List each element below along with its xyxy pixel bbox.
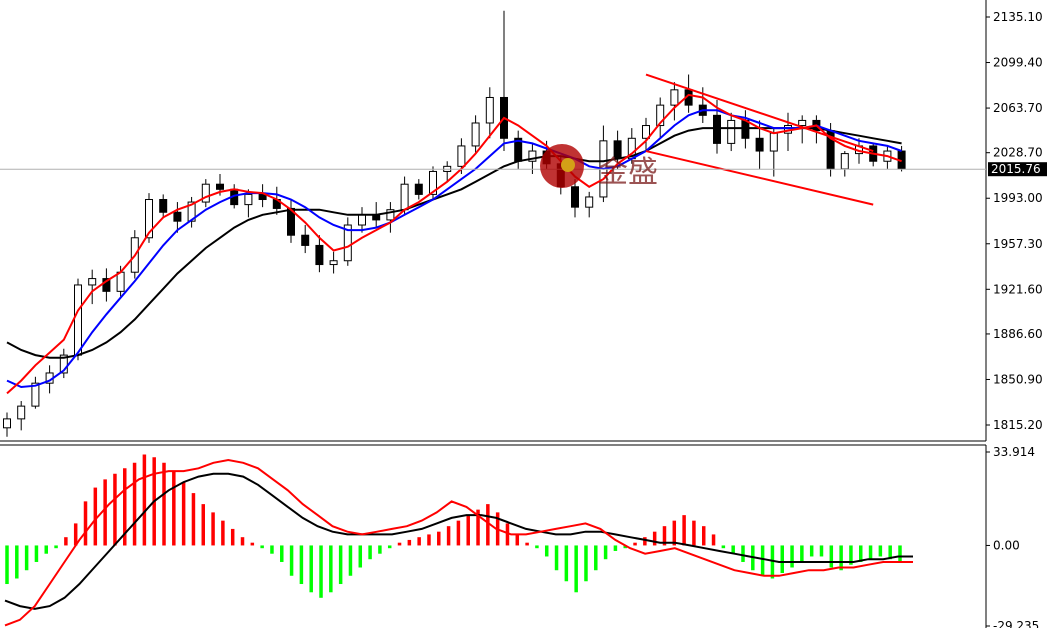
watermark-text: 金盛 (598, 155, 658, 190)
last-price-badge (988, 162, 1047, 177)
candle-body (159, 199, 168, 213)
candle-body (102, 278, 111, 292)
candle-body (429, 170, 437, 195)
candle-body (116, 271, 125, 292)
candle-body (670, 89, 679, 106)
candle-body (769, 132, 778, 152)
candle-body (343, 224, 352, 262)
candle-body (400, 183, 409, 211)
candle-body (301, 234, 310, 246)
price-tick-label: 2063.70 (993, 101, 1043, 115)
candle-body (59, 354, 68, 374)
candle-body (74, 284, 82, 356)
logo-gold-orb-icon (561, 158, 575, 172)
price-panel (0, 0, 987, 442)
candle-body (414, 183, 423, 195)
candle-body (642, 125, 650, 139)
candle-body (457, 145, 466, 167)
price-tick-label: 2028.70 (993, 146, 1043, 160)
price-tick-label: 1815.20 (993, 418, 1043, 432)
price-tick-label: 1886.60 (993, 327, 1043, 341)
candle-body (656, 104, 665, 127)
price-tick-label: 2135.10 (993, 10, 1043, 24)
price-tick-label: 2099.40 (993, 56, 1043, 70)
candle-body (88, 278, 97, 286)
candle-body (287, 207, 295, 236)
oscillator-tick-label: -29.235 (993, 619, 1039, 628)
oscillator-tick-label: 0.00 (993, 538, 1020, 552)
price-tick-label: 1993.00 (993, 191, 1043, 205)
candle-body (145, 199, 153, 239)
candle-body (3, 418, 11, 429)
mid-ma-line (6, 109, 902, 389)
candle-body (187, 201, 196, 222)
candle-body (329, 260, 338, 266)
price-axis: 2135.10 2099.40 2063.70 2028.70 1993.00 1957.… (0, 10, 1047, 432)
channel-upper-line (645, 73, 874, 152)
candle-body (315, 244, 324, 266)
candle-body (258, 193, 267, 201)
price-tick-label: 1957.30 (993, 237, 1043, 251)
candle-body (528, 150, 537, 162)
slow-ma-line (6, 127, 902, 359)
fast-ma-line (6, 93, 902, 395)
last-price-label: 2015.76 (991, 162, 1041, 176)
oscillator-series-layer (4, 454, 913, 627)
candle-body (798, 119, 807, 127)
price-tick-label: 1921.60 (993, 282, 1043, 296)
oscillator-red-line (4, 458, 913, 627)
candle-body (216, 183, 224, 190)
candle-body (485, 96, 494, 124)
candle-body (358, 214, 366, 226)
candle-body (741, 119, 750, 139)
oscillator-black-line (4, 472, 913, 610)
channel-lower-line (645, 150, 874, 206)
candle-body (471, 122, 480, 147)
price-tick-label: 1850.90 (993, 372, 1043, 386)
candle-body (585, 196, 594, 208)
oscillator-tick-label: 33.914 (993, 445, 1035, 459)
candle-body (713, 114, 721, 144)
candle-body (571, 186, 579, 208)
candle-body (727, 119, 736, 144)
candle-body (17, 405, 26, 420)
price-series-layer (3, 10, 906, 437)
watermark-logo: 金盛 (540, 144, 658, 190)
candle-body (31, 382, 40, 407)
candle-body (173, 211, 182, 222)
oscillator-axis: 33.914 0.00 -29.235 (986, 445, 1039, 632)
candle-body (755, 137, 764, 152)
candle-body (201, 183, 210, 203)
candle-body (386, 209, 395, 221)
candle-body (244, 193, 253, 206)
candle-body (840, 153, 849, 170)
oscillator-panel (0, 444, 987, 628)
